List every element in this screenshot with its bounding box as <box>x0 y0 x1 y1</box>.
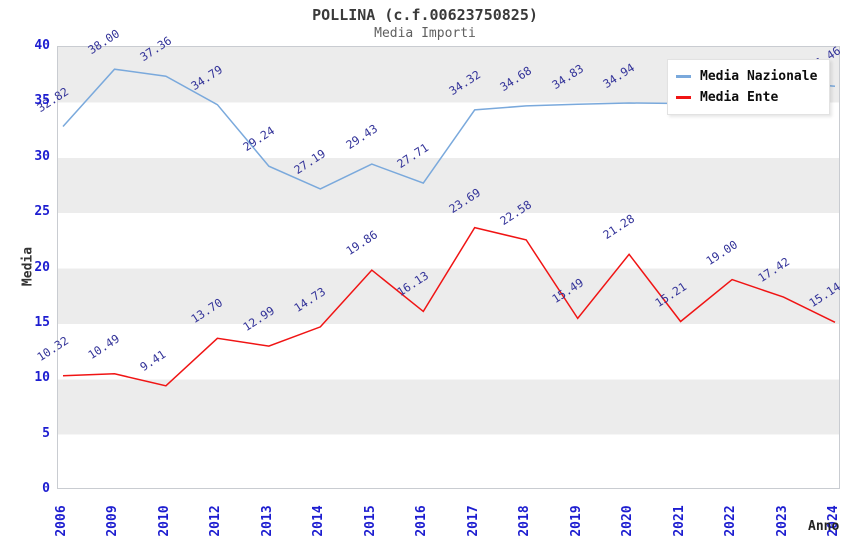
x-tick-label: 2023 <box>774 505 790 537</box>
x-tick-label: 2019 <box>568 505 584 537</box>
x-tick-label: 2010 <box>156 505 172 537</box>
legend-swatch-red-line-icon <box>676 96 691 99</box>
y-tick-label: 30 <box>34 148 50 164</box>
x-tick-label: 2009 <box>105 505 121 537</box>
series-line-media-ente <box>62 226 836 387</box>
x-tick-label: 2014 <box>311 505 327 537</box>
legend-label: Media Ente <box>700 90 779 105</box>
legend: Media Nazionale Media Ente <box>667 59 831 115</box>
x-tick-label: 2022 <box>723 505 739 537</box>
y-tick-label: 0 <box>42 481 50 496</box>
chart-title: POLLINA (c.f.00623750825) <box>312 6 538 24</box>
x-tick-label: 2013 <box>259 505 275 537</box>
y-tick-label: 5 <box>42 425 50 441</box>
legend-item-media-nazionale: Media Nazionale <box>676 66 817 87</box>
y-tick-label: 20 <box>34 259 50 275</box>
y-tick-label: 35 <box>34 93 50 109</box>
legend-swatch-blue-line-icon <box>676 75 691 78</box>
x-tick-label: 2020 <box>620 505 636 537</box>
chart-subtitle: Media Importi <box>374 26 476 41</box>
y-tick-label: 10 <box>34 370 50 386</box>
y-tick-label: 25 <box>34 204 50 220</box>
x-tick-label: 2012 <box>208 505 224 537</box>
x-tick-label: 2006 <box>54 505 69 537</box>
y-tick-label: 40 <box>34 38 50 53</box>
x-tick-label: 2021 <box>671 505 687 537</box>
legend-label: Media Nazionale <box>700 69 818 84</box>
x-axis-title: Anno <box>808 519 840 534</box>
y-axis-title: Media <box>20 246 36 287</box>
x-tick-label: 2018 <box>517 505 533 537</box>
legend-item-media-ente: Media Ente <box>676 87 817 108</box>
x-tick-label: 2017 <box>465 505 481 537</box>
x-tick-label: 2016 <box>414 505 430 537</box>
y-tick-label: 15 <box>34 314 50 330</box>
x-tick-label: 2015 <box>362 505 378 537</box>
